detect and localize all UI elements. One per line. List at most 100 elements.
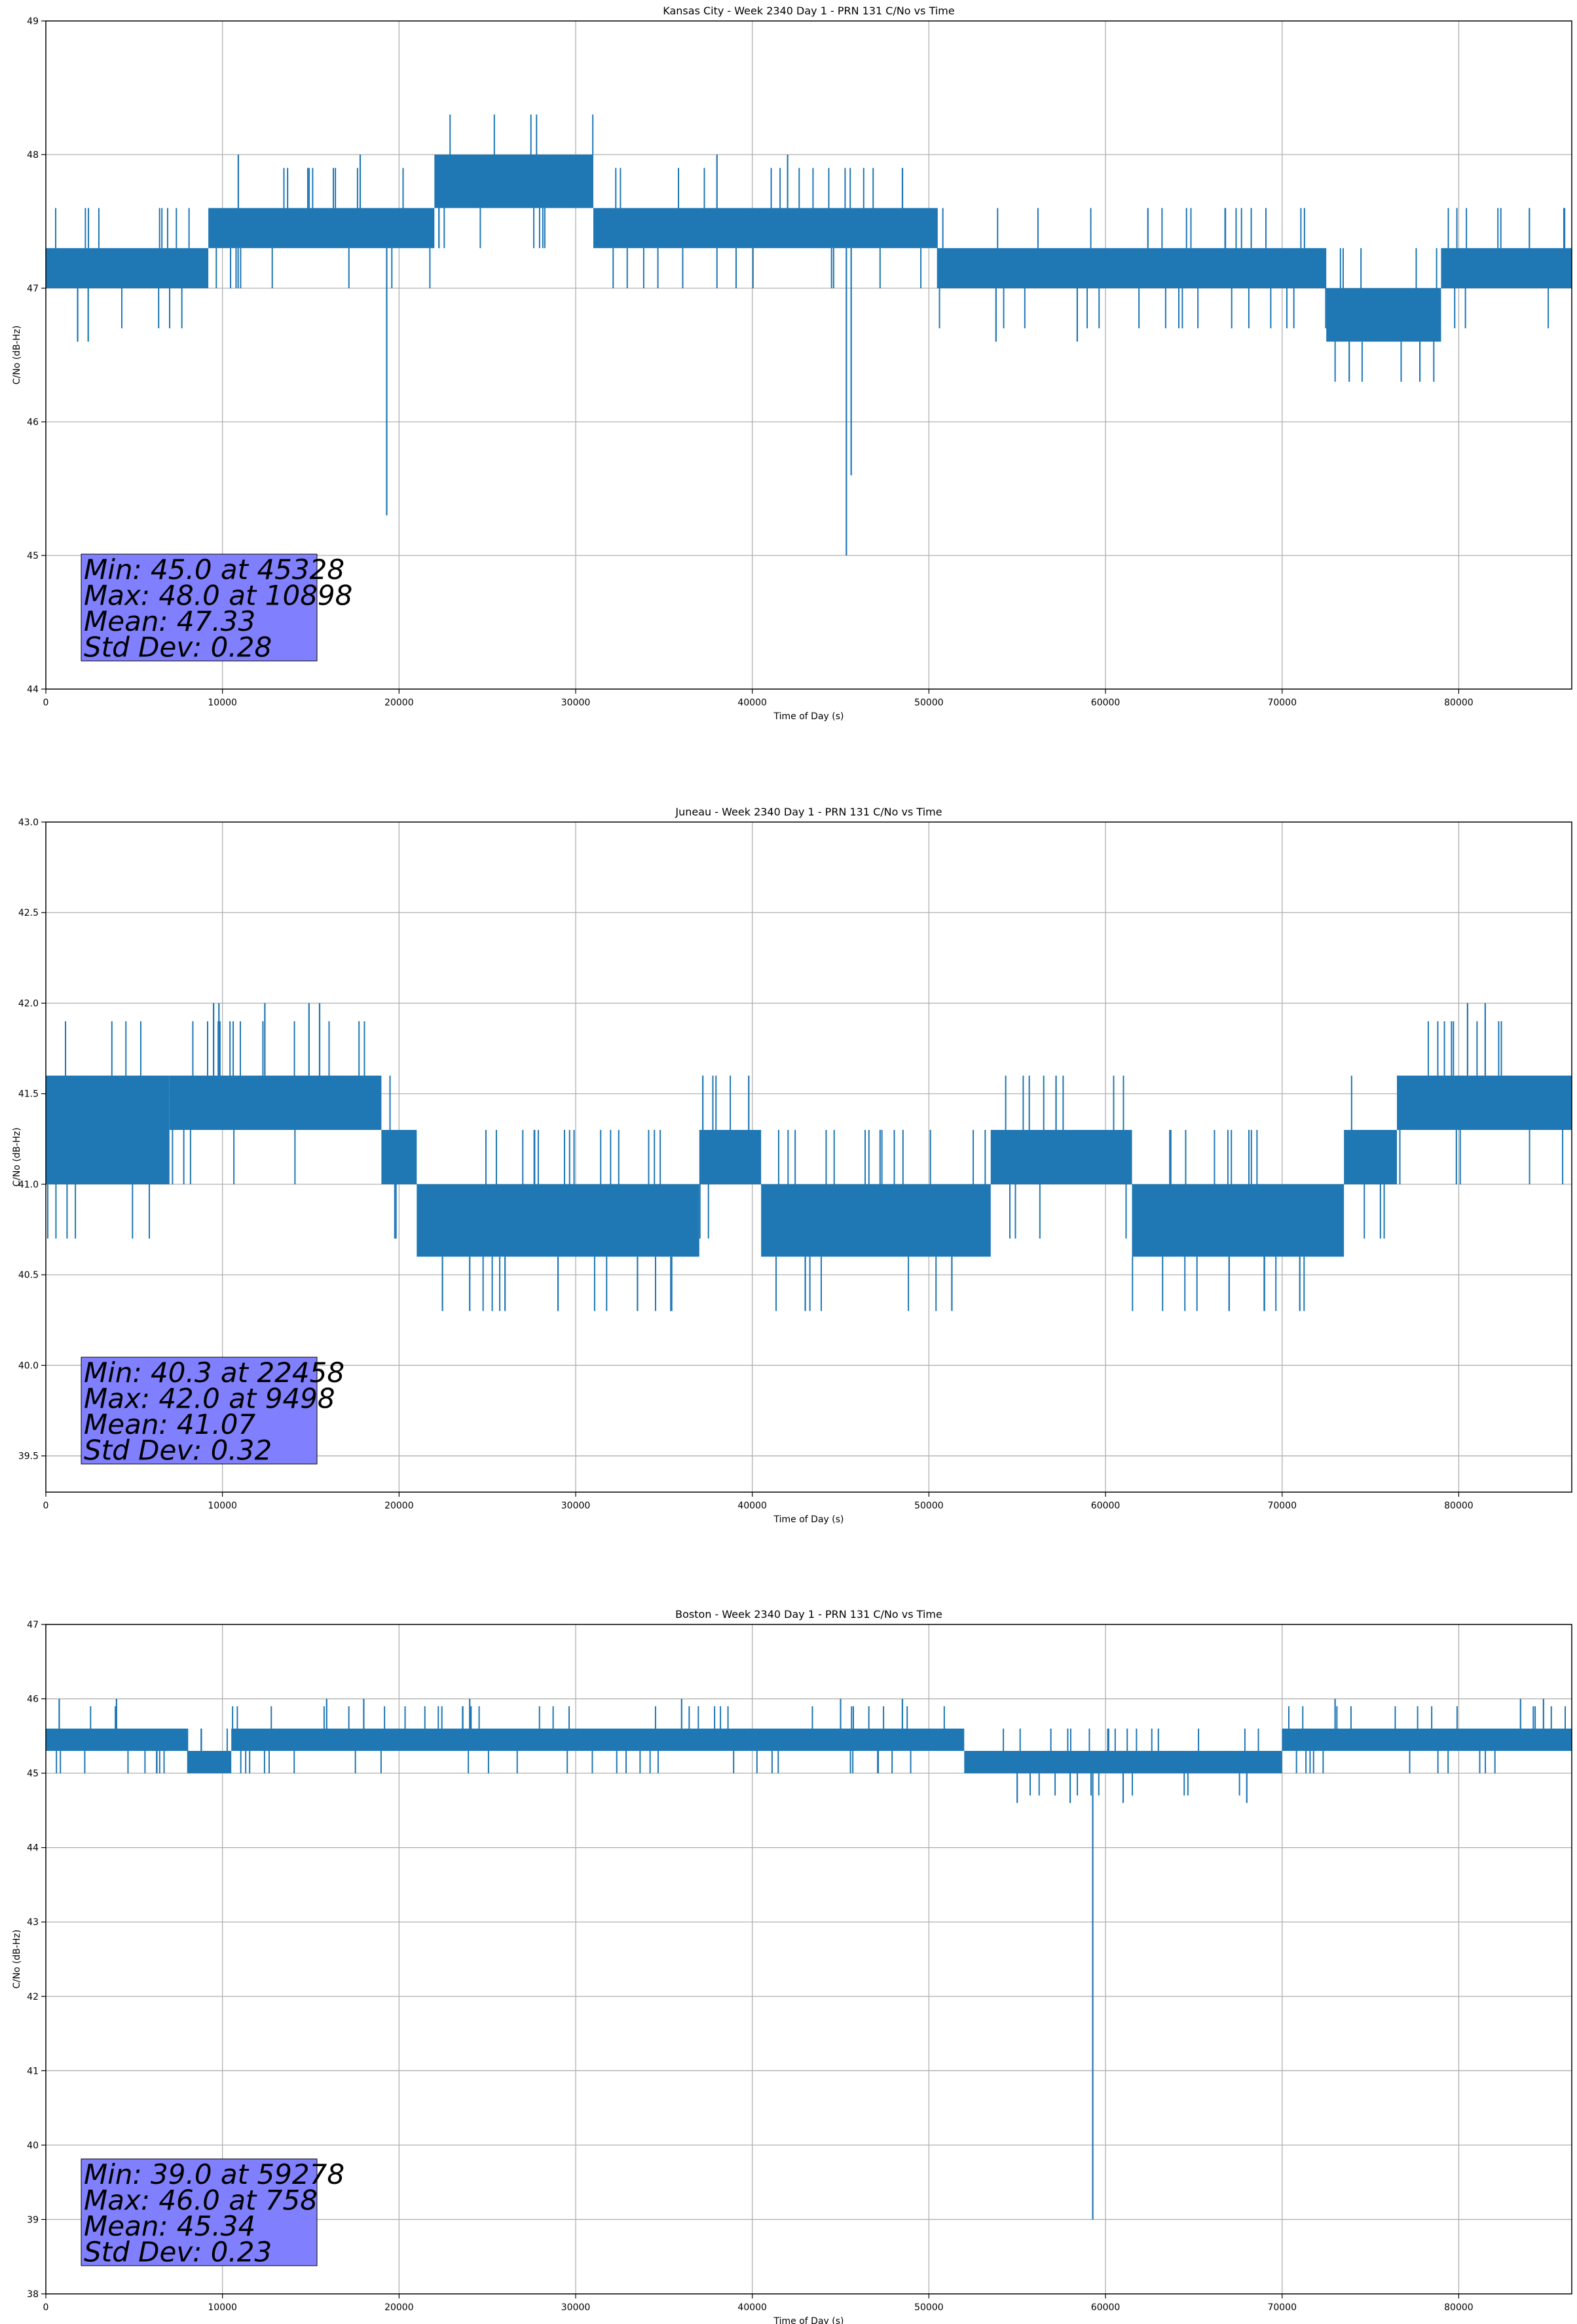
y-tick-label: 41.5 [18,1089,39,1100]
stats-line: Max: 42.0 at 9498 [84,1383,335,1415]
x-tick-label: 40000 [737,1501,767,1511]
y-tick-label: 44 [27,684,39,695]
data-band-4 [417,1184,699,1257]
x-tick-label: 40000 [737,2302,767,2313]
stats-line: Std Dev: 0.23 [84,2236,272,2268]
axes-frame [45,1624,1572,2295]
x-tick-label: 10000 [208,698,237,708]
x-tick-label: 0 [43,2302,49,2313]
y-tick-label: 38 [27,2289,39,2300]
stats-line: Std Dev: 0.32 [84,1434,272,1467]
stats-line: Min: 40.3 at 22458 [84,1357,344,1389]
y-axis-label: C/No (dB-Hz) [12,1127,22,1186]
data-band-7 [1441,248,1572,288]
stats-box-background [81,2158,318,2266]
x-tick-label: 20000 [384,2302,414,2313]
data-band-5 [937,248,1327,288]
x-tick-label: 80000 [1444,1501,1474,1511]
y-tick-label: 48 [27,150,39,160]
x-tick-label: 60000 [1091,2302,1121,2313]
data-band-9 [1344,1130,1398,1184]
data-band-1 [46,248,209,288]
y-tick-label: 43.0 [18,817,39,828]
x-tick-label: 70000 [1267,2302,1297,2313]
y-tick-label: 39 [27,2215,39,2225]
data-band-10 [1397,1076,1572,1131]
series-cno-trace [46,1698,1572,2220]
stats-line: Mean: 45.34 [84,2210,255,2242]
x-tick-label: 10000 [208,2302,237,2313]
y-tick-label: 40.0 [18,1360,39,1371]
y-tick-label: 45 [27,551,39,561]
data-band-4 [964,1751,1282,1774]
data-band-3 [231,1728,965,1752]
stats-line: Mean: 41.07 [84,1408,255,1440]
x-tick-label: 10000 [208,1501,237,1511]
x-tick-label: 80000 [1444,698,1474,708]
y-tick-label: 42.5 [18,908,39,918]
x-tick-label: 60000 [1091,1501,1121,1511]
y-tick-label: 40.5 [18,1270,39,1281]
x-tick-label: 30000 [561,698,591,708]
x-tick-label: 50000 [914,698,944,708]
stats-line: Min: 45.0 at 45328 [84,553,344,586]
x-axis-label: Time of Day (s) [773,711,844,722]
stats-line: Max: 48.0 at 10898 [84,580,352,612]
y-tick-label: 44 [27,1843,39,1854]
stats-line: Std Dev: 0.28 [84,631,272,664]
x-tick-label: 70000 [1267,1501,1297,1511]
data-band-2 [208,208,435,248]
x-tick-label: 20000 [384,1501,414,1511]
chart-panel-3: 0 10000 20000 30000 40000 50000 60000 70000 8000… [12,1608,1572,2324]
y-tick-label: 41.0 [18,1180,39,1190]
y-tick-label: 47 [27,284,39,294]
y-tick-label: 40 [27,2141,39,2151]
series-cno-trace [46,114,1572,555]
y-tick-label: 41 [27,2066,39,2076]
y-tick-label: 49 [27,16,39,27]
y-tick-label: 43 [27,1917,39,1928]
axes-frame [45,20,1572,690]
y-tick-label: 45 [27,1769,39,1779]
chart-panel-1: 0 10000 20000 30000 40000 50000 60000 70000 8000… [12,5,1572,722]
x-tick-label: 40000 [737,698,767,708]
y-tick-label: 39.5 [18,1452,39,1462]
x-axis-label: Time of Day (s) [773,1514,844,1525]
y-tick-label: 47 [27,1620,39,1630]
x-axis-label: Time of Day (s) [773,2316,844,2324]
data-band-3 [381,1130,417,1184]
axes-frame [45,821,1572,1493]
y-axis-label: C/No (dB-Hz) [12,1930,22,1989]
x-tick-label: 60000 [1091,698,1121,708]
stats-box-background [81,553,318,662]
y-tick-label: 46 [27,417,39,428]
data-band-3 [434,155,593,208]
data-band-5 [1282,1728,1572,1752]
data-band-2 [187,1751,232,1774]
stats-line: Max: 46.0 at 758 [84,2184,318,2217]
y-tick-label: 42.0 [18,998,39,1009]
chart-title: Kansas City - Week 2340 Day 1 - PRN 131 … [663,5,954,17]
y-tick-label: 46 [27,1695,39,1705]
data-band-6 [1326,288,1441,342]
chart-title: Boston - Week 2340 Day 1 - PRN 131 C/No … [675,1608,942,1621]
data-band-1 [46,1728,187,1752]
stats-line: Min: 39.0 at 59278 [84,2158,344,2190]
data-band-7 [990,1130,1132,1184]
x-tick-label: 0 [43,1501,49,1511]
x-tick-label: 30000 [561,2302,591,2313]
data-band-1 [46,1076,170,1184]
x-tick-label: 80000 [1444,2302,1474,2313]
chart-panel-2: 0 10000 20000 30000 40000 50000 60000 70000 8000… [12,806,1572,1525]
x-tick-label: 50000 [914,1501,944,1511]
data-band-8 [1132,1184,1345,1257]
x-tick-label: 30000 [561,1501,591,1511]
data-band-5 [699,1130,762,1184]
series-cno-trace [46,1003,1572,1311]
chart-title: Juneau - Week 2340 Day 1 - PRN 131 C/No … [675,806,942,818]
x-tick-label: 20000 [384,698,414,708]
x-tick-label: 70000 [1267,698,1297,708]
